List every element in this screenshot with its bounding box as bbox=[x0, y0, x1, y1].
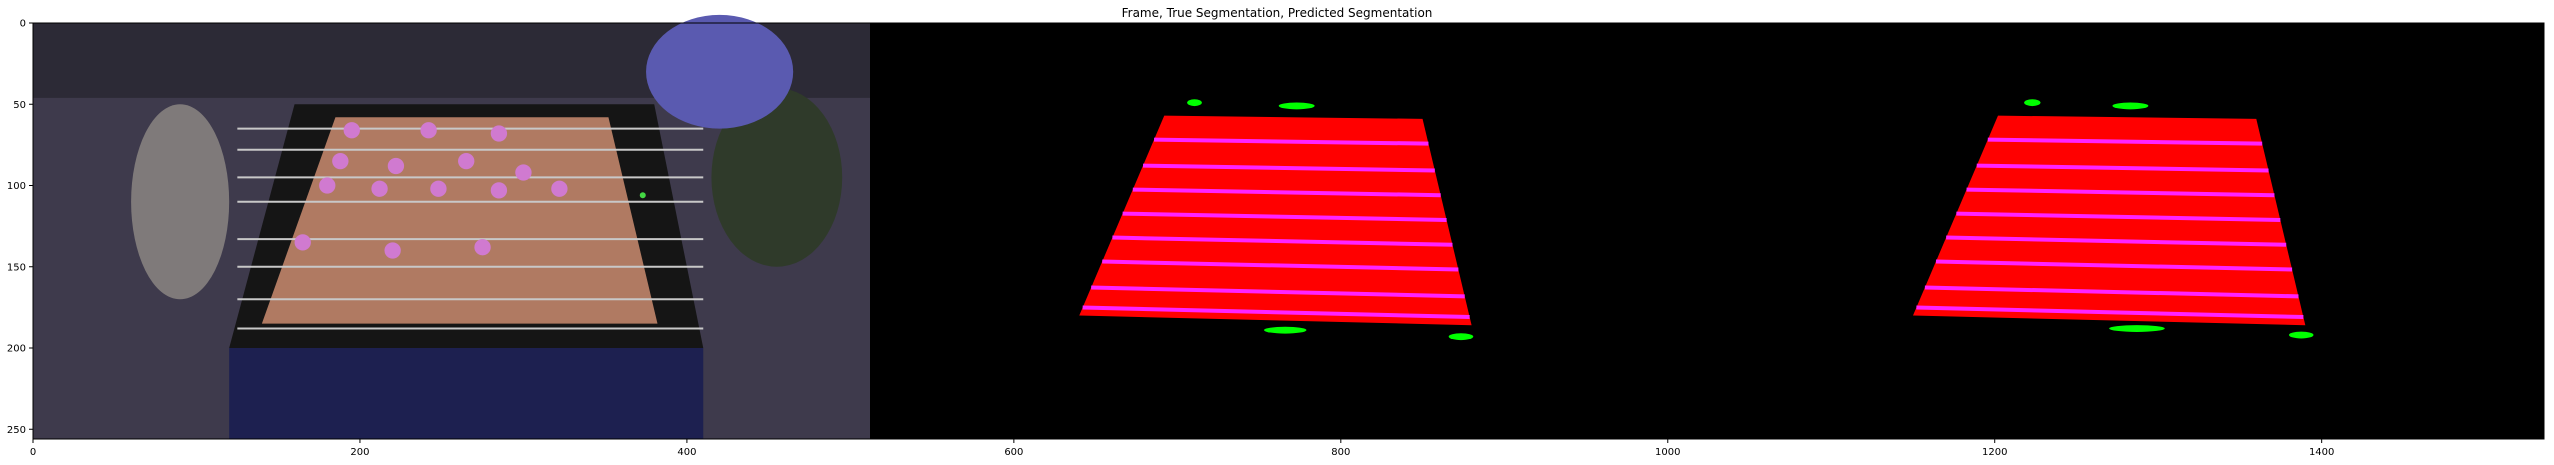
plot-area bbox=[33, 14, 2544, 439]
frame-player bbox=[490, 125, 508, 142]
predicted-segmentation-blob bbox=[2109, 325, 2165, 332]
x-tick-label: 1200 bbox=[1982, 447, 2007, 458]
frame-player bbox=[294, 234, 311, 251]
frame-player bbox=[319, 177, 336, 194]
frame-player bbox=[515, 164, 532, 181]
true-segmentation-blob bbox=[1278, 102, 1315, 110]
x-tick-label: 400 bbox=[677, 447, 696, 458]
frame-player bbox=[343, 122, 360, 139]
true-segmentation-stripe bbox=[1154, 137, 1429, 146]
predicted-segmentation-stripe bbox=[1924, 285, 2299, 299]
frame-player bbox=[387, 157, 405, 175]
frame-person-right bbox=[711, 88, 843, 267]
frame-player bbox=[490, 182, 508, 199]
frame-table-field bbox=[261, 117, 658, 324]
predicted-segmentation-blob bbox=[2024, 99, 2041, 107]
predicted-segmentation-stripe bbox=[1956, 211, 2281, 222]
predicted-segmentation-panel bbox=[1707, 23, 2544, 439]
true-segmentation-stripe bbox=[1112, 235, 1453, 247]
frame-player bbox=[371, 180, 388, 197]
predicted-segmentation-blob bbox=[2112, 102, 2149, 110]
predicted-segmentation-stripe bbox=[1966, 187, 2275, 198]
frame-player bbox=[420, 122, 437, 139]
frame-table-front bbox=[229, 348, 704, 439]
true-segmentation-blob bbox=[1263, 326, 1307, 334]
y-tick-label: 250 bbox=[7, 425, 26, 436]
true-segmentation-blob bbox=[1187, 99, 1202, 107]
true-segmentation-stripe bbox=[1132, 187, 1441, 198]
x-tick-label: 1400 bbox=[2309, 447, 2334, 458]
y-tick-label: 0 bbox=[20, 19, 26, 30]
chart-title: Frame, True Segmentation, Predicted Segm… bbox=[1122, 6, 1433, 20]
x-tick-label: 200 bbox=[350, 447, 369, 458]
predicted-segmentation-stripe bbox=[1976, 163, 2269, 173]
frame-player bbox=[551, 180, 568, 197]
frame-person-back bbox=[646, 14, 794, 129]
axes-frame bbox=[32, 22, 2545, 440]
frame-player bbox=[474, 239, 491, 256]
frame-player bbox=[384, 242, 401, 259]
true-segmentation-blob bbox=[1448, 333, 1474, 341]
x-tick-label: 0 bbox=[30, 447, 36, 458]
x-tick-label: 1000 bbox=[1655, 447, 1680, 458]
predicted-segmentation-stripe bbox=[1987, 137, 2263, 146]
true-segmentation-panel bbox=[870, 23, 1707, 439]
y-tick-label: 200 bbox=[7, 344, 26, 355]
true-segmentation-stripe bbox=[1082, 305, 1470, 319]
y-tick-label: 50 bbox=[13, 100, 26, 111]
y-axis: 0 50 100 150 200 250 bbox=[7, 19, 33, 436]
x-tick-label: 800 bbox=[1331, 447, 1350, 458]
frame-player bbox=[332, 153, 349, 170]
frame-player bbox=[430, 180, 447, 197]
true-segmentation-stripe bbox=[1091, 285, 1465, 299]
frame-panel bbox=[33, 14, 870, 439]
predicted-segmentation-stripe bbox=[1916, 305, 2304, 319]
frame-person-left bbox=[131, 104, 230, 300]
true-segmentation-stripe bbox=[1102, 259, 1459, 272]
predicted-segmentation-blob bbox=[2288, 331, 2314, 339]
y-tick-label: 150 bbox=[7, 262, 26, 273]
true-segmentation-stripe bbox=[1122, 211, 1447, 222]
x-tick-label: 600 bbox=[1004, 447, 1023, 458]
predicted-segmentation-stripe bbox=[1946, 235, 2287, 247]
predicted-segmentation-stripe bbox=[1935, 259, 2293, 272]
y-tick-label: 100 bbox=[7, 181, 26, 192]
true-segmentation-stripe bbox=[1142, 163, 1435, 173]
frame-player bbox=[458, 153, 475, 170]
frame-ball bbox=[639, 192, 646, 199]
x-axis: 0 200 400 600 800 1000 1200 1400 bbox=[30, 439, 2334, 458]
